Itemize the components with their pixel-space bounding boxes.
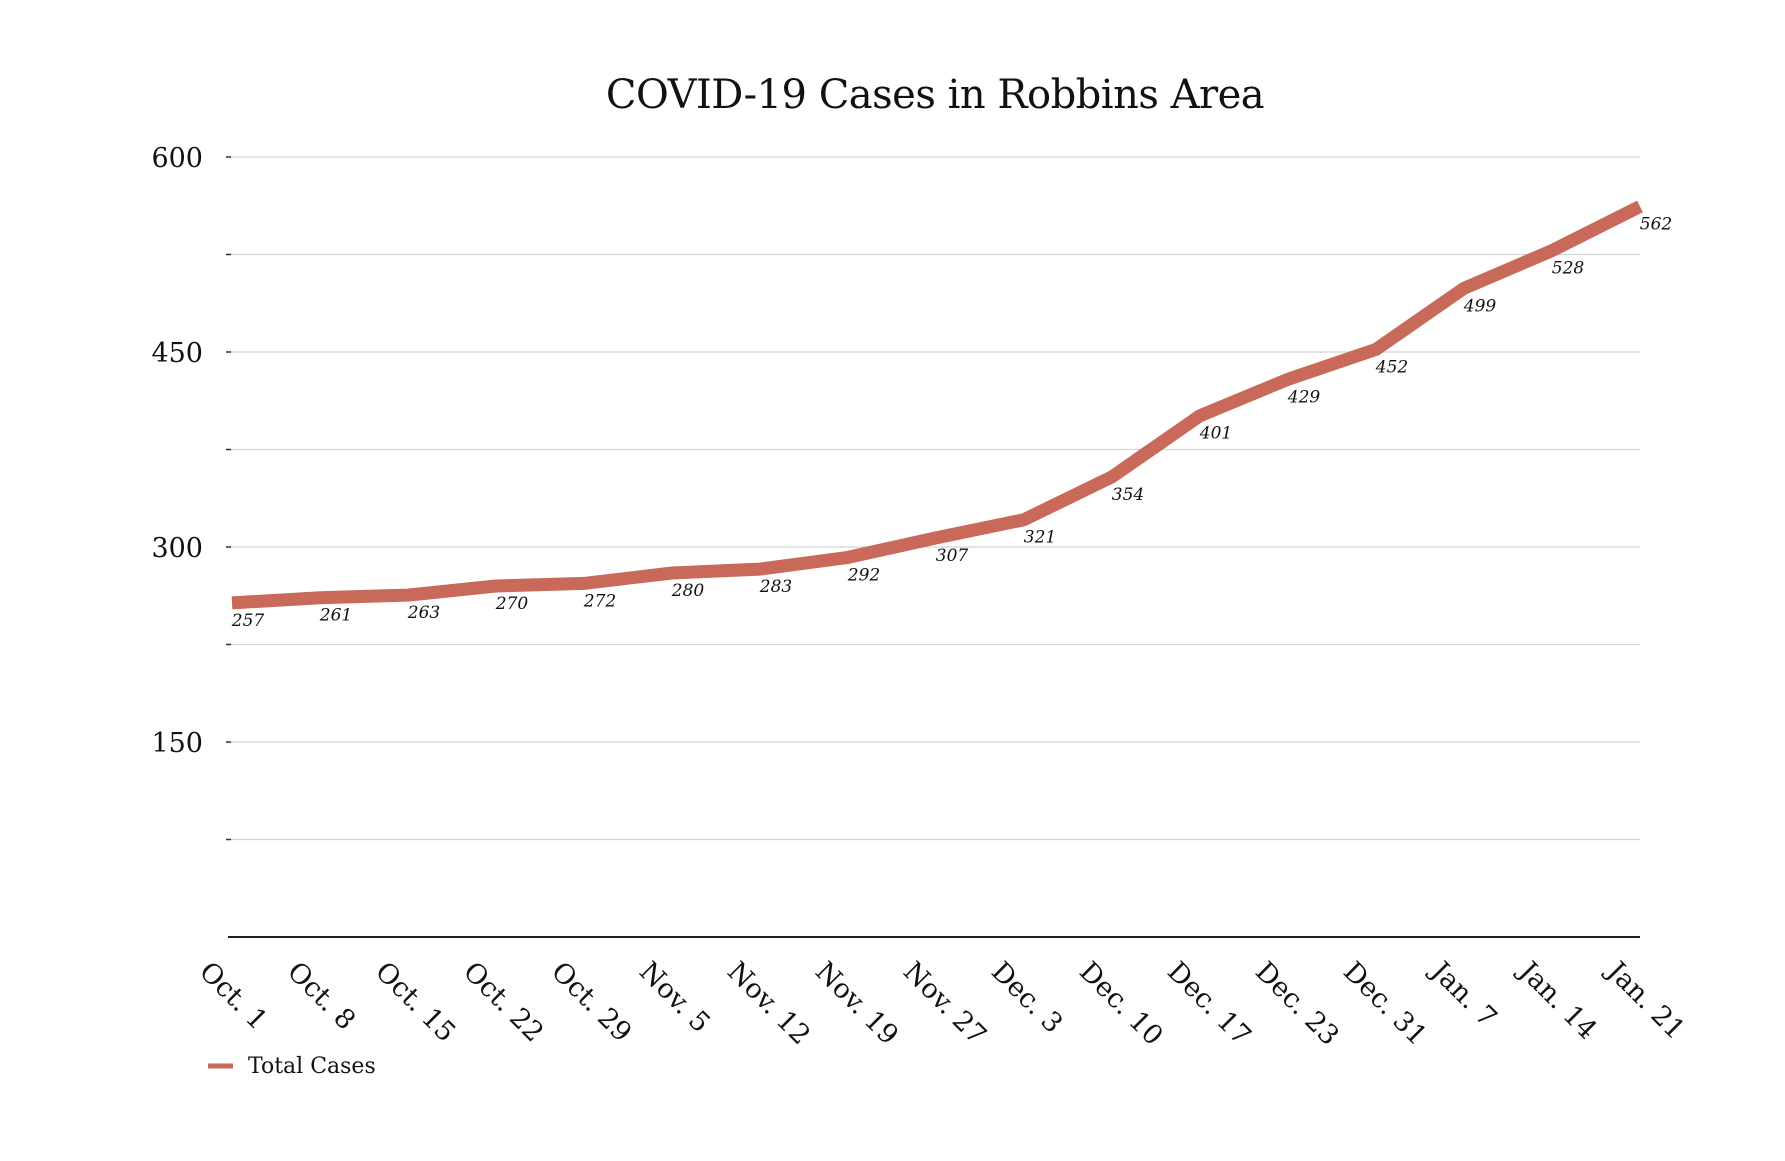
x-tick-label: Nov. 12 — [721, 956, 816, 1051]
data-label: 292 — [847, 565, 880, 585]
x-tick-label: Oct. 8 — [281, 956, 361, 1036]
y-tick-label: 450 — [151, 338, 203, 369]
x-tick-label: Oct. 22 — [457, 956, 549, 1048]
x-tick-label: Oct. 1 — [193, 956, 273, 1036]
x-tick-label: Jan. 21 — [1599, 954, 1691, 1046]
grid-lines — [226, 156, 1640, 841]
data-label: 528 — [1552, 259, 1585, 279]
data-label: 283 — [759, 577, 792, 597]
data-label: 562 — [1640, 214, 1672, 234]
data-label: 321 — [1024, 528, 1056, 548]
x-tick-label: Nov. 5 — [633, 956, 716, 1039]
data-label: 263 — [407, 603, 440, 623]
x-tick-label: Oct. 29 — [545, 956, 637, 1048]
x-tick-label: Nov. 19 — [809, 956, 904, 1051]
x-tick-label: Dec. 23 — [1249, 956, 1345, 1052]
data-label: 499 — [1463, 296, 1497, 316]
data-label: 452 — [1375, 357, 1408, 377]
x-tick-label: Dec. 31 — [1337, 956, 1433, 1052]
series-layer — [231, 200, 1643, 610]
data-label: 307 — [936, 546, 969, 566]
data-label: 270 — [495, 594, 529, 614]
y-tick-label: 600 — [151, 143, 203, 174]
data-label: 261 — [319, 606, 352, 626]
y-tick-label: 300 — [151, 533, 203, 564]
chart-title: COVID-19 Cases in Robbins Area — [606, 72, 1264, 118]
data-label: 429 — [1287, 387, 1321, 407]
x-tick-label: Dec. 17 — [1161, 956, 1257, 1052]
x-tick-label: Dec. 3 — [985, 956, 1069, 1040]
x-tick-label: Jan. 14 — [1511, 954, 1603, 1046]
data-label: 272 — [583, 591, 616, 611]
x-tick-label: Nov. 27 — [897, 956, 992, 1051]
data-label: 257 — [231, 611, 265, 631]
series-line — [231, 200, 1643, 610]
data-label: 354 — [1112, 485, 1144, 505]
data-label: 280 — [671, 581, 705, 601]
y-tick-label: 150 — [151, 728, 203, 759]
x-tick-label: Oct. 15 — [369, 956, 461, 1048]
legend: Total Cases — [208, 1054, 376, 1079]
legend-label: Total Cases — [248, 1054, 376, 1079]
x-tick-label: Dec. 10 — [1073, 956, 1169, 1052]
data-labels: 257 261 263 270 272 280 283 292 307 321 354 401 429 4… — [231, 214, 1672, 631]
x-tick-label: Jan. 7 — [1423, 954, 1503, 1034]
data-label: 401 — [1199, 424, 1232, 444]
